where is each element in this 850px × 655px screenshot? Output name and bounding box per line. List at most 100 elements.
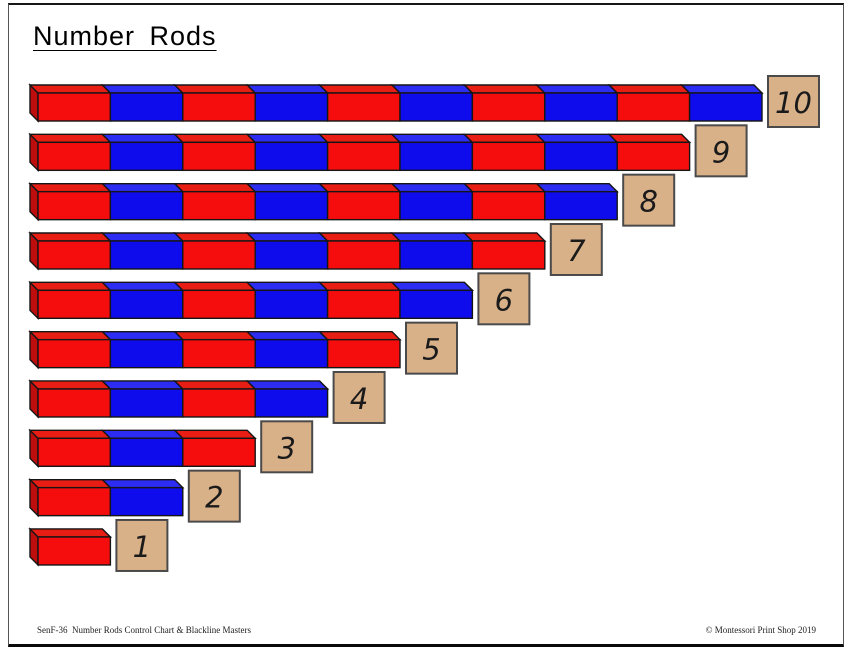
- rod-10-segment-9-top: [607, 84, 692, 94]
- rod-9-segment-5-top: [317, 133, 402, 144]
- rod-2-segment-1: [37, 486, 112, 517]
- rod-9-segment-3: [182, 141, 256, 172]
- number-tile-3: 3: [260, 420, 314, 474]
- rod-3-segment-3: [182, 437, 256, 468]
- rod-9-segment-7-top: [462, 133, 547, 144]
- rod-2-segment-2: [109, 486, 184, 517]
- footer-product-code: SenF-36 Number Rods Control Chart & Blac…: [37, 625, 251, 635]
- rod-10-segment-5: [326, 92, 401, 122]
- rod-1-segment-1: [37, 536, 112, 566]
- rod-9-segment-8: [544, 141, 618, 172]
- number-tile-4-card: [332, 370, 386, 424]
- rod-9-segment-4: [254, 141, 329, 172]
- rod-5-segment-2-top: [100, 330, 185, 341]
- rod-5-segment-5-top: [317, 330, 402, 341]
- rod-6-segment-6: [399, 289, 474, 320]
- rod-3-segment-1: [37, 437, 112, 468]
- rod-10-segment-1: [37, 92, 112, 122]
- number-tile-7: 7: [549, 222, 603, 276]
- number-tile-9-card: [694, 124, 748, 178]
- rod-9: [28, 132, 692, 173]
- number-tile-6-card: [477, 272, 531, 326]
- rod-7-segment-7-top: [462, 232, 547, 242]
- rod-10-segment-6: [399, 92, 474, 122]
- number-tile-8-label: 8: [639, 185, 657, 219]
- rod-8-segment-7: [471, 190, 546, 221]
- rod-6-segment-1: [37, 289, 112, 320]
- rod-8-segment-3: [182, 190, 256, 221]
- rod-8-segment-7-top: [462, 182, 547, 193]
- rod-8-segment-3-top: [173, 182, 257, 193]
- rod-8-segment-6-top: [390, 182, 475, 193]
- rod-10-segment-6-top: [390, 84, 475, 94]
- rod-4-segment-2: [109, 388, 184, 418]
- rod-2-segment-2-top: [100, 478, 185, 489]
- rod-10-segment-7: [471, 92, 546, 122]
- rod-8-segment-5-top: [317, 182, 402, 193]
- rod-3-segment-3-top: [173, 429, 257, 440]
- rod-6: [28, 280, 475, 321]
- page-title: Number Rods: [33, 21, 217, 51]
- rod-10-segment-10: [688, 92, 763, 122]
- rod-10: [28, 83, 764, 123]
- rod-7-segment-2: [109, 240, 184, 270]
- rod-8-segment-1: [37, 190, 112, 221]
- number-tile-4-label: 4: [350, 382, 368, 416]
- rod-5-segment-4: [254, 338, 329, 369]
- rod-7-segment-7: [471, 240, 546, 270]
- number-tile-2-card: [187, 469, 241, 523]
- rod-7-segment-5-top: [317, 232, 402, 242]
- rod-9-segment-3-top: [173, 133, 257, 144]
- number-tile-6: 6: [477, 272, 531, 326]
- rod-3-segment-2: [109, 437, 184, 468]
- rod-9-segment-7: [471, 141, 546, 172]
- rod-7-segment-6: [399, 240, 474, 270]
- rod-8-segment-8-top: [535, 182, 619, 193]
- rod-9-segment-8-top: [535, 133, 619, 144]
- rod-8-segment-4-top: [245, 182, 330, 193]
- rod-10-segment-7-top: [462, 84, 547, 94]
- rod-9-segment-2-top: [100, 133, 185, 144]
- rod-3-segment-1-top: [28, 429, 113, 440]
- rod-8-segment-2: [109, 190, 184, 221]
- number-tile-5: 5: [405, 321, 458, 375]
- rod-5-segment-3: [182, 338, 256, 369]
- rod-9-segment-4-top: [245, 133, 330, 144]
- rod-9-segment-1: [37, 141, 112, 172]
- rod-3: [28, 428, 257, 468]
- number-tile-10-label: 10: [775, 86, 812, 120]
- rod-7-segment-6-top: [390, 232, 475, 242]
- rod-5-segment-3-top: [173, 330, 257, 341]
- rod-5: [28, 329, 402, 370]
- number-tile-9-label: 9: [712, 135, 730, 169]
- rod-4-segment-3: [182, 388, 256, 418]
- number-tile-1: 1: [115, 518, 169, 572]
- rod-7-segment-5: [326, 240, 401, 270]
- rod-6-segment-4: [254, 289, 329, 320]
- rod-2: [28, 477, 185, 518]
- number-tile-4: 4: [332, 370, 386, 424]
- rod-9-segment-9-top: [607, 133, 692, 144]
- rod-7: [28, 231, 547, 271]
- rod-10-segment-2-top: [100, 84, 185, 94]
- rod-6-segment-2-top: [100, 281, 185, 292]
- rod-1-segment-1-top: [28, 528, 113, 538]
- rod-4-segment-1-top: [28, 380, 113, 390]
- rod-9-segment-6-top: [390, 133, 475, 144]
- rod-7-segment-1-top: [28, 232, 113, 242]
- rod-7-segment-4: [254, 240, 329, 270]
- rod-1: [28, 527, 113, 567]
- rod-6-segment-1-top: [28, 281, 113, 292]
- rod-9-segment-1-top: [28, 133, 113, 144]
- rod-9-segment-6: [399, 141, 474, 172]
- rod-8-segment-1-top: [28, 182, 113, 193]
- number-tile-5-label: 5: [422, 333, 440, 367]
- rod-7-segment-1: [37, 240, 112, 270]
- rod-10-segment-4-top: [245, 84, 330, 94]
- rod-9-segment-9: [616, 141, 691, 172]
- rod-5-segment-4-top: [245, 330, 330, 341]
- rod-5-segment-2: [109, 338, 184, 369]
- rod-6-segment-5: [326, 289, 401, 320]
- rod-10-segment-5-top: [317, 84, 402, 94]
- rod-10-segment-8-top: [535, 84, 619, 94]
